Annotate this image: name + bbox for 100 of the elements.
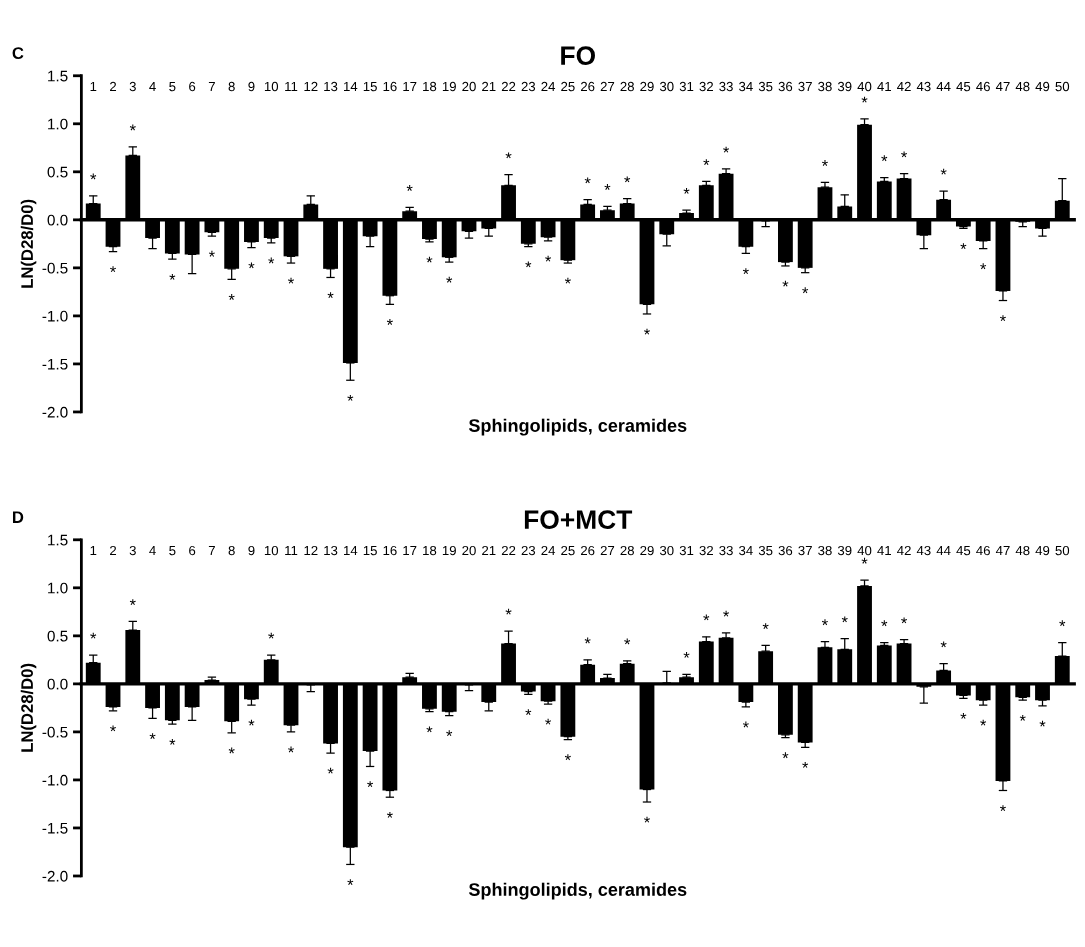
data-label: * [723, 146, 730, 153]
data-label: * [288, 746, 294, 753]
data-label: * [802, 287, 809, 294]
data-label: * [327, 767, 334, 774]
data-label: * [782, 280, 789, 287]
data-label: * [624, 638, 631, 645]
x-tick-label: 45 [956, 82, 971, 92]
data-label: * [110, 266, 116, 273]
x-tick-label: 14 [344, 82, 358, 92]
y-tick-label: 1.0 [48, 582, 68, 594]
x-tick-label: 6 [189, 545, 196, 556]
data-label: * [999, 805, 1006, 812]
x-tick-label: 33 [719, 545, 733, 556]
x-tick-label: 27 [600, 81, 615, 92]
x-tick-label: 24 [541, 81, 556, 92]
x-tick-label: 1 [90, 82, 97, 92]
data-label: * [683, 651, 690, 658]
data-label: * [564, 754, 571, 761]
x-tick-label: 31 [679, 545, 694, 556]
x-tick-label: 39 [837, 81, 852, 92]
x-tick-label: 25 [561, 545, 575, 556]
y-tick-label: 0.0 [47, 214, 68, 226]
x-tick-label: 18 [423, 545, 437, 556]
data-label: * [446, 730, 453, 737]
data-label: * [802, 761, 809, 768]
x-tick-label: 49 [1035, 81, 1050, 92]
x-tick-label: 41 [877, 546, 891, 556]
y-tick-label: -1.0 [42, 310, 68, 322]
data-label: * [90, 173, 97, 180]
data-label: * [980, 719, 987, 726]
data-label: * [90, 632, 97, 639]
data-label: * [525, 261, 532, 268]
data-label: * [980, 263, 987, 270]
x-tick-label: 20 [462, 81, 476, 92]
y-axis-title: LN(D28/D0) [20, 663, 37, 752]
x-tick-label: 24 [541, 545, 556, 556]
data-label: * [841, 616, 848, 623]
x-tick-label: 15 [363, 82, 377, 92]
data-label: * [821, 160, 828, 166]
data-label: * [584, 177, 591, 184]
x-tick-label: 5 [169, 82, 176, 92]
x-tick-label: 28 [620, 81, 634, 92]
x-tick-label: 32 [699, 81, 713, 92]
x-tick-label: 8 [228, 545, 235, 556]
data-label: * [129, 124, 136, 131]
data-label: * [644, 816, 650, 823]
y-tick-label: 0.5 [47, 166, 68, 178]
x-tick-label: 49 [1035, 545, 1050, 556]
data-label: * [584, 637, 591, 644]
x-tick-label: 28 [620, 545, 634, 556]
x-tick-label: 18 [423, 81, 437, 92]
data-label: * [604, 184, 611, 190]
data-label: * [505, 608, 512, 615]
data-label: * [564, 277, 571, 284]
data-label: * [703, 614, 710, 621]
y-tick-label: -2.0 [42, 870, 68, 882]
x-tick-label: 40 [857, 81, 872, 92]
data-label: * [248, 719, 255, 726]
x-tick-label: 3 [129, 545, 136, 556]
x-tick-label: 27 [600, 545, 615, 556]
x-tick-label: 36 [778, 545, 793, 556]
x-tick-label: 23 [521, 545, 536, 556]
data-label: * [940, 641, 947, 648]
x-tick-label: 34 [739, 545, 753, 556]
x-tick-label: 15 [363, 546, 377, 556]
x-tick-label: 40 [857, 545, 872, 556]
data-label: * [742, 268, 749, 275]
x-tick-label: 9 [248, 545, 255, 556]
x-axis-title: Sphingolipids, ceramides [468, 418, 687, 436]
data-label: * [248, 262, 255, 269]
data-label: * [960, 243, 967, 250]
x-tick-label: 23 [521, 81, 536, 92]
data-label: * [821, 619, 828, 626]
x-tick-label: 8 [228, 81, 235, 92]
y-tick-label: 0.5 [47, 630, 68, 642]
data-label: * [406, 185, 413, 191]
data-label: * [861, 557, 868, 564]
data-label: * [683, 187, 690, 194]
x-tick-label: 37 [798, 545, 812, 556]
x-tick-label: 25 [561, 81, 575, 92]
data-label: * [129, 599, 136, 605]
data-label: * [703, 159, 710, 165]
data-label: * [960, 712, 967, 719]
x-axis-title: Sphingolipids, ceramides [468, 882, 687, 900]
y-tick-label: -2.0 [42, 406, 68, 418]
x-tick-label: 17 [403, 546, 417, 556]
x-tick-label: 13 [324, 545, 338, 556]
x-tick-label: 4 [149, 546, 156, 556]
y-tick-label: -0.5 [42, 726, 68, 738]
x-tick-label: 17 [403, 82, 417, 92]
data-label: * [327, 292, 334, 299]
y-tick-label: 1.0 [48, 118, 68, 130]
x-tick-label: 26 [580, 81, 595, 92]
data-label: * [426, 256, 433, 263]
x-tick-label: 14 [344, 546, 358, 556]
data-label: * [545, 255, 552, 262]
data-label: * [901, 617, 908, 624]
x-tick-label: 6 [189, 81, 196, 92]
x-tick-label: 1 [90, 546, 97, 556]
text: D [13, 511, 24, 523]
